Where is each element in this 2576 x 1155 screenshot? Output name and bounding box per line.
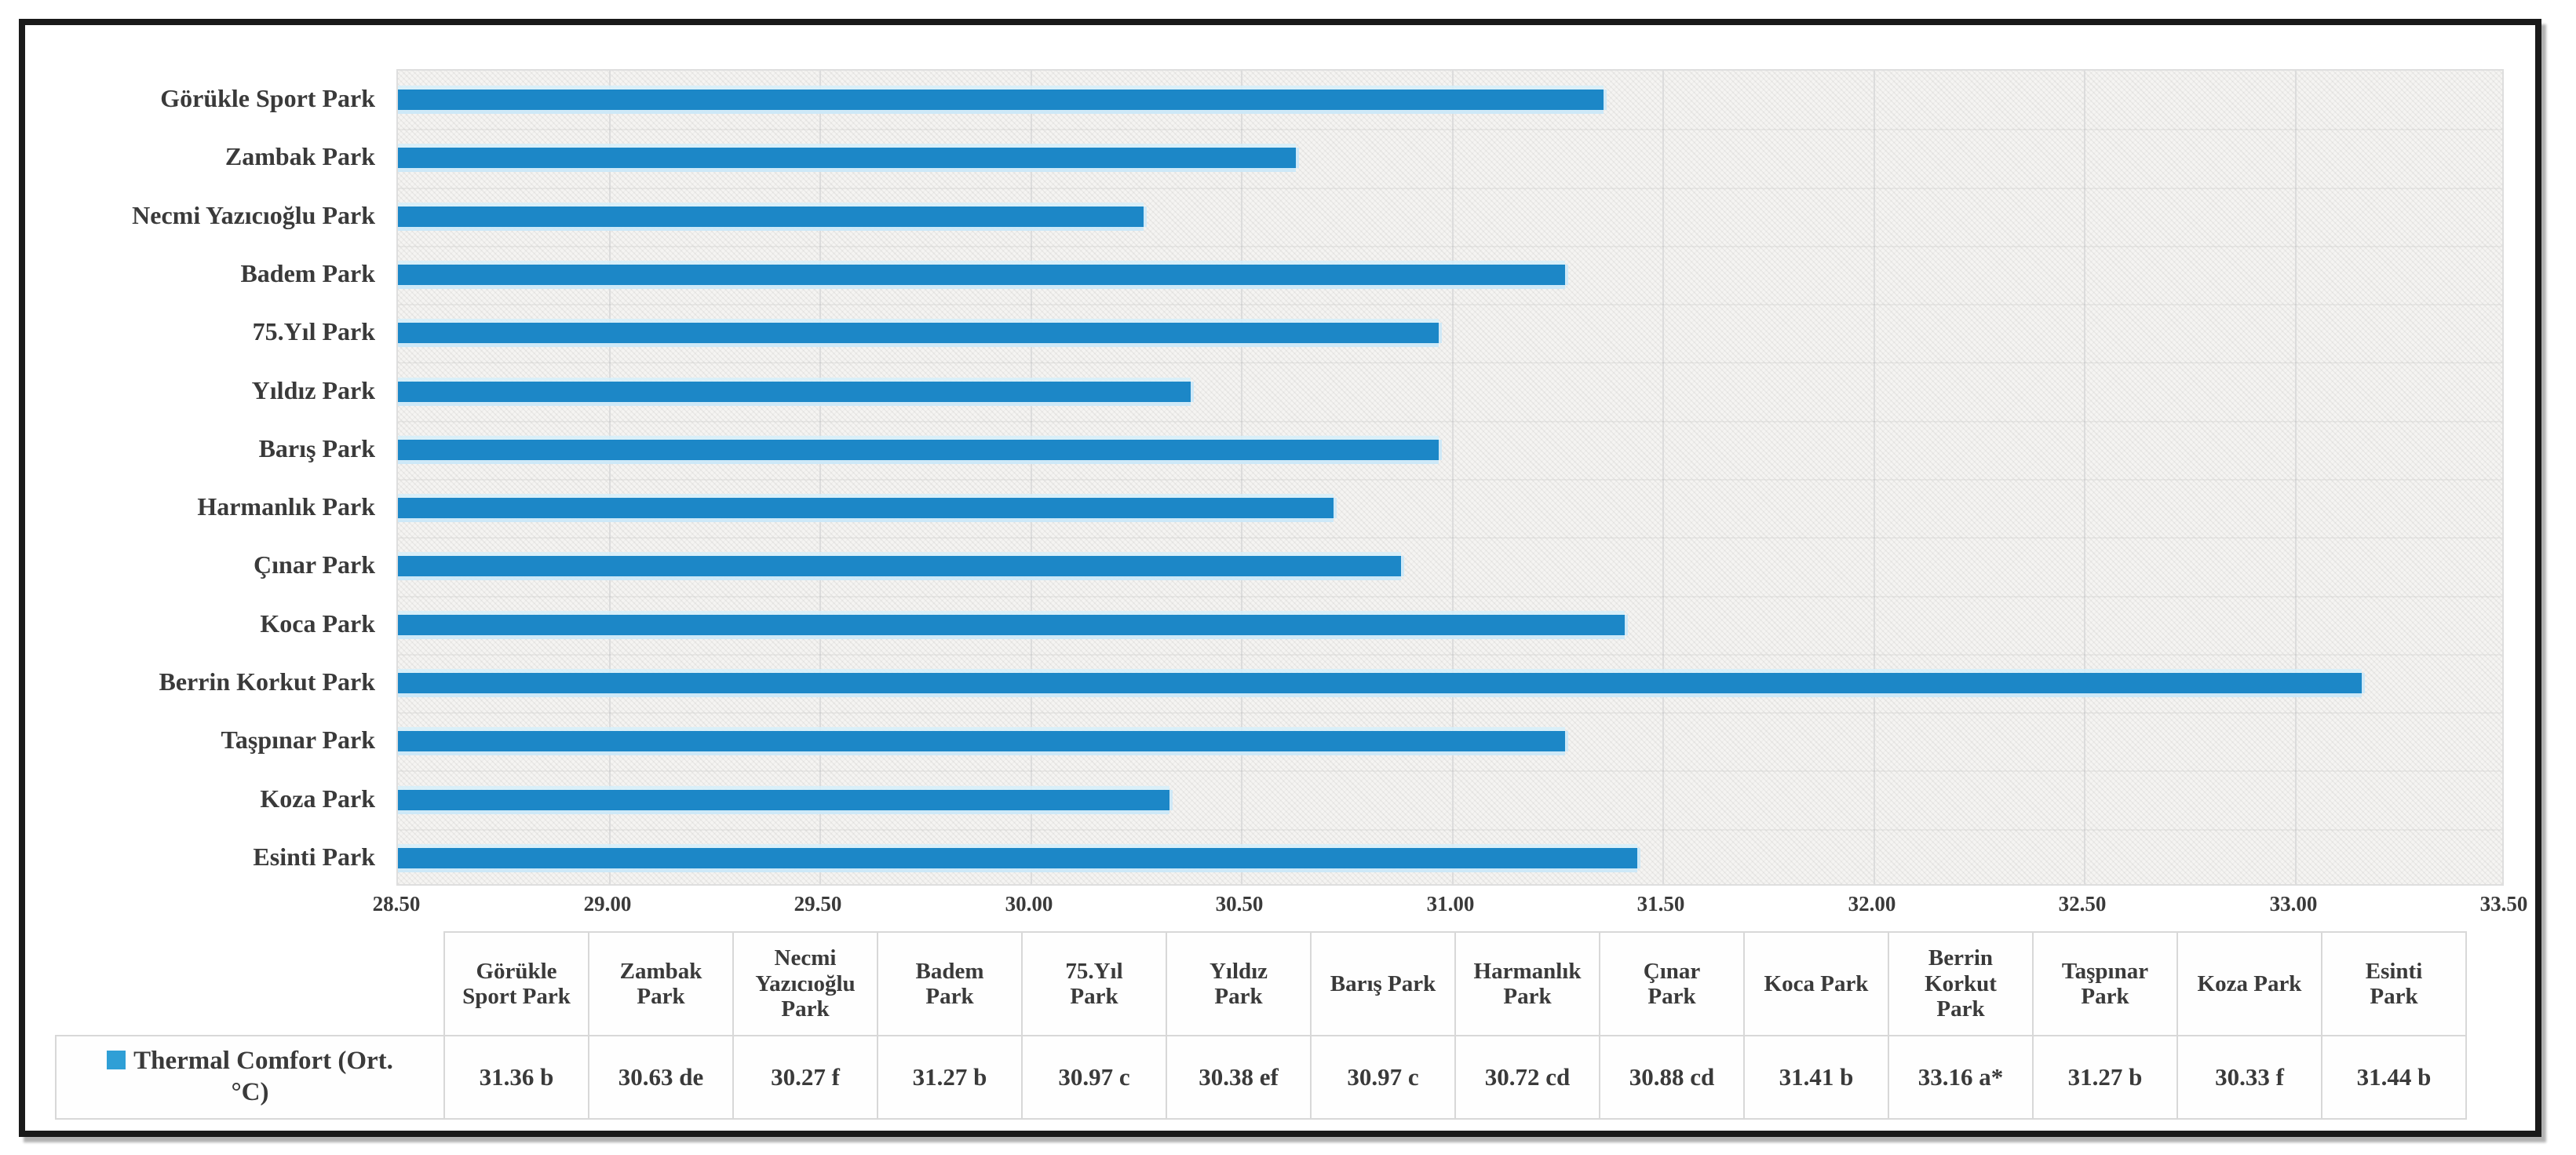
park-header-cell: Koca Park — [1743, 931, 1889, 1036]
value-cell: 30.97 c — [1021, 1035, 1167, 1120]
park-header-cell: Çınar Park — [1599, 931, 1745, 1036]
bar — [398, 265, 1565, 285]
value-cell: 30.33 f — [2176, 1035, 2322, 1120]
bar — [398, 90, 1604, 110]
y-axis-label: Koza Park — [260, 784, 375, 813]
legend-cell: Thermal Comfort (Ort. °C) — [55, 1035, 445, 1120]
bar — [398, 556, 1401, 576]
x-tick-label: 30.50 — [1215, 892, 1264, 916]
data-table: Görükle Sport Park Zambak Park Necmi Yazıc… — [55, 931, 2467, 1120]
y-axis-label: Berrin Korkut Park — [159, 667, 375, 696]
park-header-cell: Koza Park — [2176, 931, 2322, 1036]
park-header-cell: Badem Park — [877, 931, 1023, 1036]
park-header-cell: Berrin Korkut Park — [1888, 931, 2034, 1036]
park-header-cell: Necmi Yazıcıoğlu Park — [732, 931, 878, 1036]
bar — [398, 615, 1625, 635]
horizontal-gridline — [398, 829, 2502, 831]
vertical-gridline — [2295, 71, 2297, 884]
horizontal-gridline — [398, 304, 2502, 305]
y-axis-label: Taşpınar Park — [221, 726, 375, 754]
value-cell: 31.36 b — [443, 1035, 589, 1120]
y-axis-label: Esinti Park — [253, 842, 375, 871]
value-cell: 31.27 b — [877, 1035, 1023, 1120]
y-axis-label: Harmanlık Park — [197, 492, 375, 521]
bar — [398, 498, 1334, 518]
vertical-gridline — [1452, 71, 1454, 884]
vertical-gridline — [1241, 71, 1242, 884]
park-header-cell: Yıldız Park — [1166, 931, 1312, 1036]
vertical-gridline — [609, 71, 611, 884]
value-cell: 30.63 de — [588, 1035, 734, 1120]
vertical-gridline — [1874, 71, 1875, 884]
y-axis-label: Yıldız Park — [251, 376, 375, 404]
x-tick-label: 33.00 — [2269, 892, 2318, 916]
horizontal-gridline — [398, 654, 2502, 656]
horizontal-gridline — [398, 362, 2502, 364]
x-tick-label: 33.50 — [2479, 892, 2528, 916]
horizontal-gridline — [398, 129, 2502, 130]
legend-label: Thermal Comfort (Ort. °C) — [133, 1047, 393, 1106]
bar — [398, 848, 1637, 868]
bar — [398, 148, 1296, 168]
bar — [398, 673, 2362, 693]
table-header-row: Görükle Sport Park Zambak Park Necmi Yazıc… — [56, 931, 2467, 1036]
x-tick-label: 29.00 — [583, 892, 632, 916]
horizontal-gridline — [398, 188, 2502, 189]
vertical-gridline — [2084, 71, 2085, 884]
x-tick-label: 29.50 — [794, 892, 842, 916]
y-axis-label: Badem Park — [240, 259, 375, 287]
y-axis-label: Çınar Park — [254, 550, 375, 579]
horizontal-gridline — [398, 596, 2502, 598]
vertical-gridline — [1662, 71, 1664, 884]
horizontal-gridline — [398, 246, 2502, 247]
bar — [398, 731, 1565, 751]
y-axis-label: Koca Park — [260, 609, 375, 638]
park-header-cell: Harmanlık Park — [1454, 931, 1600, 1036]
y-axis-label: Necmi Yazıcıoğlu Park — [132, 201, 375, 229]
value-cell: 31.41 b — [1743, 1035, 1889, 1120]
plot-area — [396, 69, 2504, 886]
park-header-cell: Esinti Park — [2321, 931, 2467, 1036]
value-cell: 31.27 b — [2032, 1035, 2178, 1120]
horizontal-gridline — [398, 537, 2502, 539]
x-tick-label: 32.00 — [1848, 892, 1896, 916]
y-axis-label: Zambak Park — [224, 142, 375, 170]
vertical-gridline — [1031, 71, 1032, 884]
value-cell: 33.16 a* — [1888, 1035, 2034, 1120]
legend-swatch — [107, 1051, 126, 1070]
value-cell: 30.97 c — [1310, 1035, 1456, 1120]
x-tick-label: 30.00 — [1005, 892, 1053, 916]
bar — [398, 440, 1439, 460]
table-value-row: Thermal Comfort (Ort. °C) 31.36 b 30.63 de… — [55, 1035, 2467, 1120]
value-cell: 30.38 ef — [1166, 1035, 1312, 1120]
value-cell: 31.44 b — [2321, 1035, 2467, 1120]
bar — [398, 382, 1191, 402]
horizontal-gridline — [398, 479, 2502, 481]
bar — [398, 207, 1144, 227]
x-tick-label: 31.00 — [1426, 892, 1475, 916]
value-cell: 30.27 f — [732, 1035, 878, 1120]
empty-corner-cell — [56, 932, 444, 1036]
value-cell: 30.88 cd — [1599, 1035, 1745, 1120]
vertical-gridline — [819, 71, 821, 884]
x-tick-label: 28.50 — [372, 892, 421, 916]
park-header-cell: Görükle Sport Park — [443, 931, 589, 1036]
park-header-cell: Taşpınar Park — [2032, 931, 2178, 1036]
horizontal-gridline — [398, 770, 2502, 772]
park-header-cell: 75.Yıl Park — [1021, 931, 1167, 1036]
bar — [398, 790, 1169, 810]
x-tick-label: 31.50 — [1636, 892, 1685, 916]
y-axis-label: Barış Park — [258, 434, 375, 462]
x-tick-label: 32.50 — [2058, 892, 2107, 916]
y-axis-label: Görükle Sport Park — [160, 84, 375, 112]
horizontal-gridline — [398, 712, 2502, 714]
value-cell: 30.72 cd — [1454, 1035, 1600, 1120]
park-header-cell: Barış Park — [1310, 931, 1456, 1036]
bar — [398, 323, 1439, 343]
park-header-cell: Zambak Park — [588, 931, 734, 1036]
horizontal-gridline — [398, 421, 2502, 422]
y-axis-label: 75.Yıl Park — [252, 317, 375, 345]
